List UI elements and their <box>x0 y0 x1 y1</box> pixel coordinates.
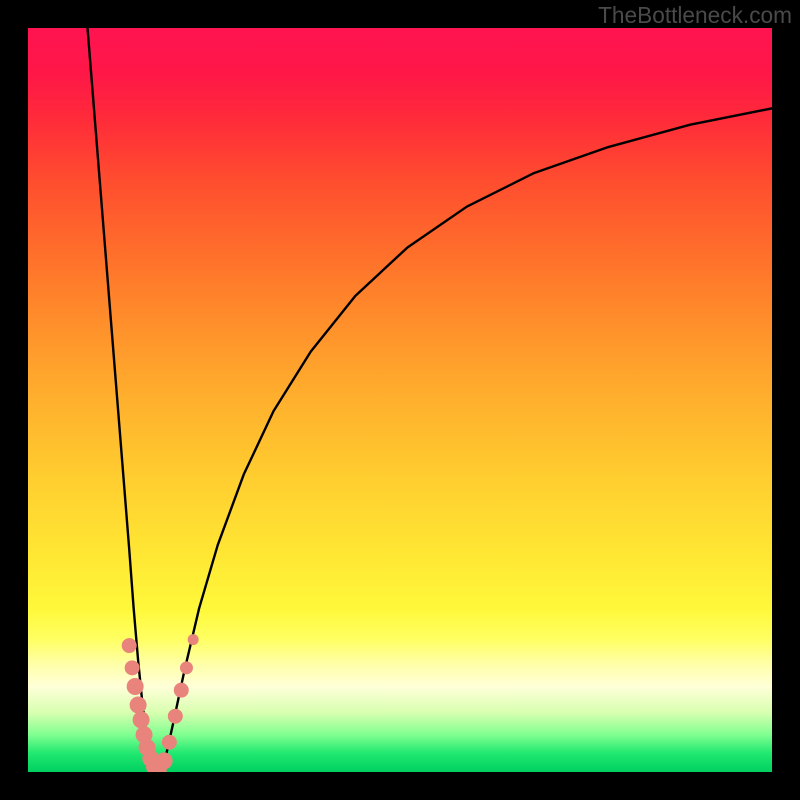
watermark-text: TheBottleneck.com <box>598 2 792 29</box>
data-marker <box>133 712 149 728</box>
data-marker <box>156 753 172 769</box>
data-marker <box>180 662 192 674</box>
plot-area <box>28 28 772 772</box>
data-marker <box>130 697 146 713</box>
figure-root: TheBottleneck.com <box>0 0 800 800</box>
data-marker <box>122 639 136 653</box>
data-marker <box>127 678 143 694</box>
data-marker <box>174 683 188 697</box>
data-marker <box>125 661 139 675</box>
curve-right <box>160 108 772 772</box>
curve-left <box>88 28 156 772</box>
data-marker <box>168 709 182 723</box>
data-marker <box>162 735 176 749</box>
curve-layer <box>28 28 772 772</box>
data-marker <box>188 635 198 645</box>
